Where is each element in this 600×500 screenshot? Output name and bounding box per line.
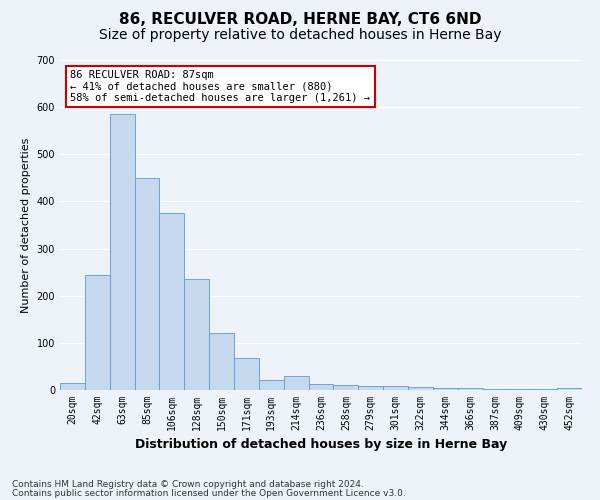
Bar — [234, 358, 259, 390]
Bar — [259, 380, 284, 390]
Bar — [458, 388, 482, 390]
Bar — [284, 376, 308, 390]
Bar — [334, 386, 358, 390]
Text: Contains HM Land Registry data © Crown copyright and database right 2024.: Contains HM Land Registry data © Crown c… — [12, 480, 364, 489]
Bar — [383, 386, 408, 390]
Bar — [85, 274, 110, 390]
Bar — [508, 389, 532, 390]
Bar — [557, 388, 582, 390]
Y-axis label: Number of detached properties: Number of detached properties — [21, 138, 31, 312]
Bar — [308, 384, 334, 390]
Bar — [408, 387, 433, 390]
X-axis label: Distribution of detached houses by size in Herne Bay: Distribution of detached houses by size … — [135, 438, 507, 452]
Bar — [433, 388, 458, 390]
Text: Contains public sector information licensed under the Open Government Licence v3: Contains public sector information licen… — [12, 489, 406, 498]
Bar — [184, 279, 209, 390]
Bar — [160, 213, 184, 390]
Text: 86 RECULVER ROAD: 87sqm
← 41% of detached houses are smaller (880)
58% of semi-d: 86 RECULVER ROAD: 87sqm ← 41% of detache… — [70, 70, 370, 103]
Bar — [482, 388, 508, 390]
Bar — [209, 334, 234, 390]
Bar — [358, 386, 383, 390]
Bar — [110, 114, 134, 390]
Bar — [532, 389, 557, 390]
Text: Size of property relative to detached houses in Herne Bay: Size of property relative to detached ho… — [99, 28, 501, 42]
Text: 86, RECULVER ROAD, HERNE BAY, CT6 6ND: 86, RECULVER ROAD, HERNE BAY, CT6 6ND — [119, 12, 481, 28]
Bar — [60, 383, 85, 390]
Bar — [134, 178, 160, 390]
